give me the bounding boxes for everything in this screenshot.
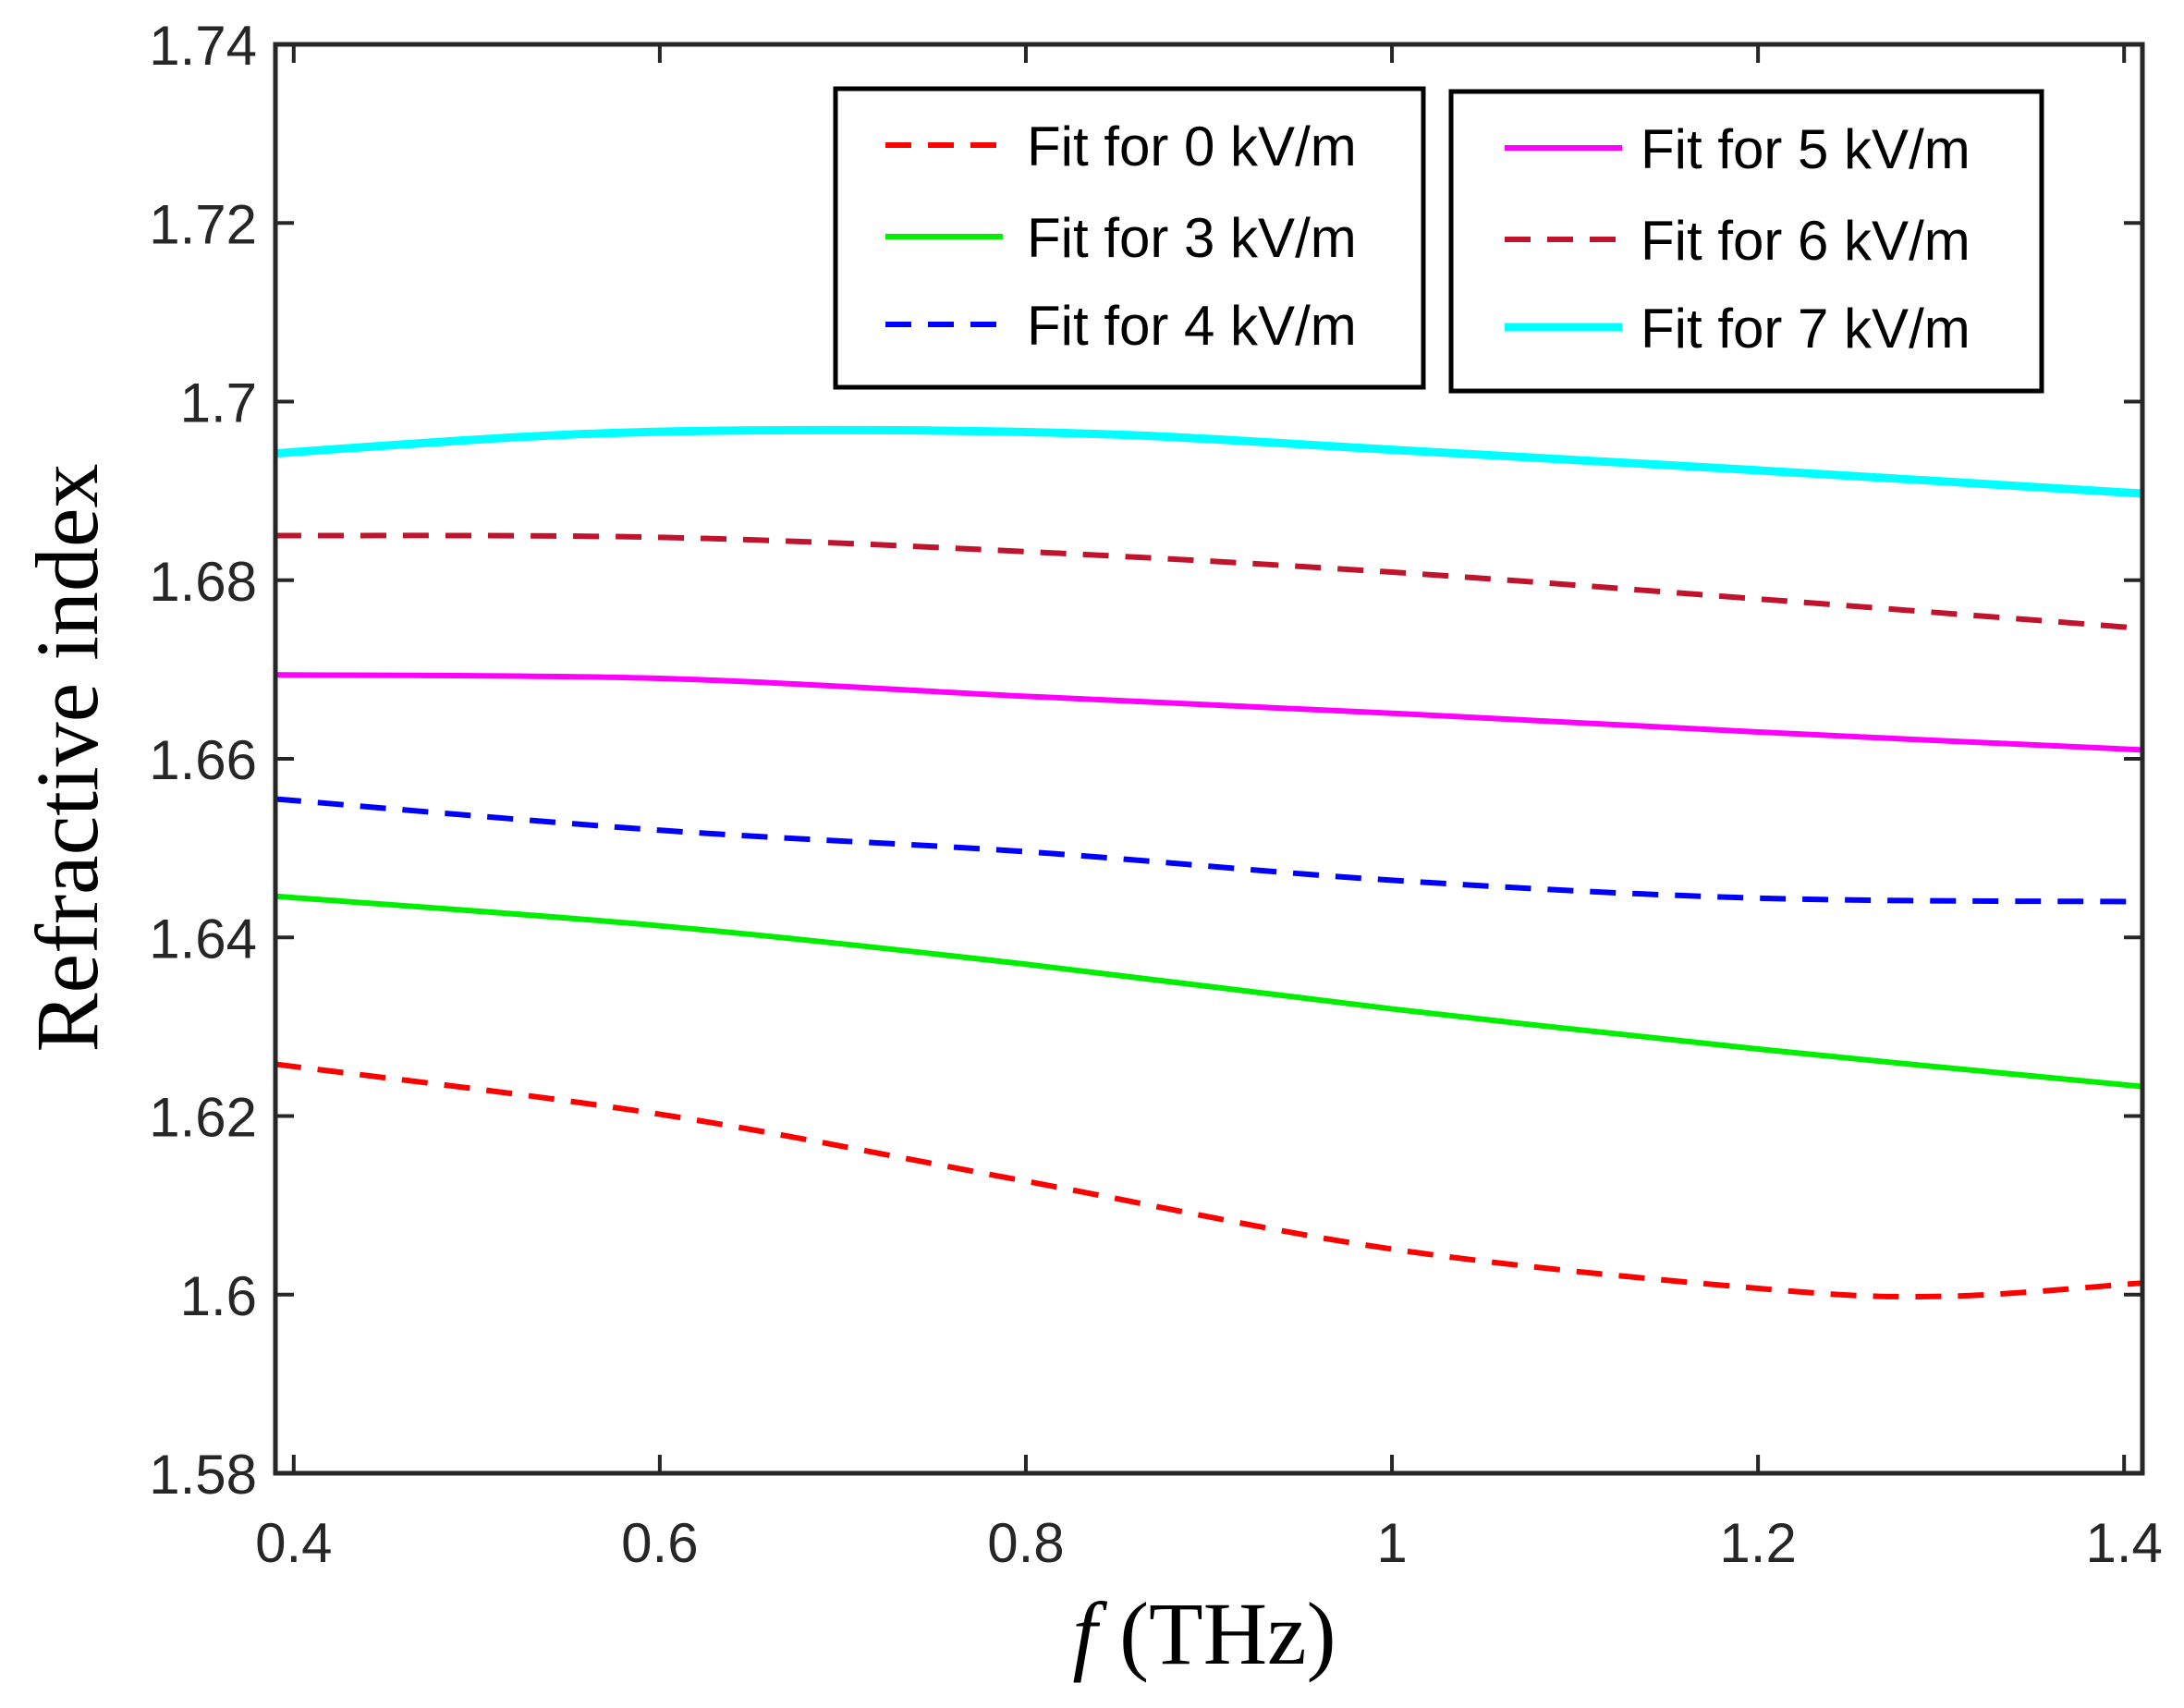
y-tick-label: 1.72 [149,193,257,255]
legend-box-1: Fit for 0 kV/m Fit for 3 kV/m Fit for 4 kV… [833,86,1426,390]
x-tick-label: 1.2 [1719,1512,1796,1574]
x-tick-label: 1 [1376,1512,1407,1574]
curves-layer [275,425,2143,1299]
legend-label: Fit for 5 kV/m [1641,118,1970,180]
series-line-3 [275,672,2143,753]
x-tick-label: 1.4 [2085,1512,2162,1574]
x-tick-label: 0.4 [255,1512,332,1574]
y-tick-label: 1.58 [149,1444,257,1506]
legend-label: Fit for 3 kV/m [1027,207,1357,269]
y-tick-label: 1.64 [149,908,257,970]
legend-label: Fit for 7 kV/m [1641,298,1970,360]
y-tick-label: 1.68 [149,551,257,613]
legend-box-2: Fit for 5 kV/m Fit for 6 kV/m Fit for 7 kV… [1448,89,2044,394]
ticks-layer: 0.4 0.6 0.8 1 1.2 1.4 1.58 1.6 1.62 1.64 1.66 1.68 1… [149,15,2163,1574]
x-tick-label: 0.8 [987,1512,1064,1574]
legend-label: Fit for 4 kV/m [1027,295,1357,357]
series-line-4 [275,532,2143,631]
series-line-1 [275,893,2143,1090]
x-axis-label: f (THz) [1072,1584,1336,1683]
y-tick-label: 1.6 [180,1265,257,1327]
series-line-0 [275,1061,2143,1299]
legend-label: Fit for 6 kV/m [1641,210,1970,272]
y-tick-label: 1.7 [180,372,257,434]
x-axis-label-unit: (THz) [1097,1584,1336,1683]
legend-label: Fit for 0 kV/m [1027,116,1357,177]
x-tick-label: 0.6 [621,1512,698,1574]
series-line-5 [275,425,2143,498]
y-tick-label: 1.74 [149,15,257,77]
y-tick-label: 1.66 [149,729,257,791]
legend-layer: Fit for 0 kV/m Fit for 3 kV/m Fit for 4 kV… [833,86,2044,394]
y-tick-label: 1.62 [149,1087,257,1149]
series-line-2 [275,796,2143,905]
y-axis-label: Refractive index [18,463,116,1052]
